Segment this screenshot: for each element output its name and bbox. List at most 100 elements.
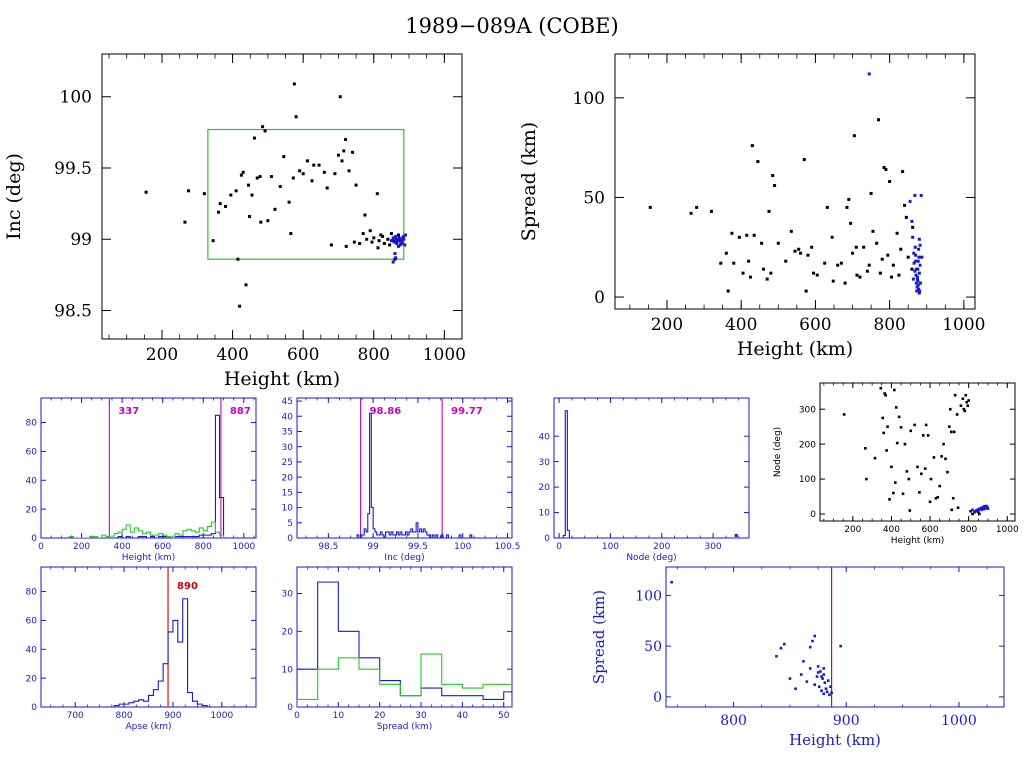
data-point — [962, 407, 966, 411]
data-point — [695, 205, 699, 209]
data-point — [811, 639, 814, 643]
data-point — [250, 193, 254, 197]
data-point — [382, 242, 386, 246]
data-point — [826, 679, 830, 682]
threshold-label: 99.77 — [451, 406, 483, 417]
x-tick-label: 700 — [67, 711, 84, 721]
data-point — [259, 220, 263, 224]
data-point — [255, 176, 259, 180]
data-point — [282, 155, 286, 159]
data-point — [893, 481, 897, 484]
data-point — [873, 456, 877, 460]
data-point — [719, 261, 723, 265]
data-point — [813, 634, 817, 638]
data-point — [918, 281, 922, 285]
chart-hist_apse: 700 800 900 1000 0 20 40 60 80 Apse (km) 890 — [26, 566, 257, 732]
data-point — [864, 447, 867, 450]
data-point — [402, 237, 406, 241]
data-point — [955, 413, 959, 416]
data-point — [946, 470, 949, 474]
plot-area — [144, 82, 408, 308]
data-point — [839, 644, 842, 648]
y-tick-label: 80 — [26, 419, 38, 429]
data-point — [914, 281, 918, 285]
data-point — [732, 261, 736, 265]
data-point — [915, 275, 919, 279]
data-point — [239, 173, 243, 177]
x-tick-label: 100 — [454, 542, 471, 552]
data-point — [883, 392, 886, 395]
x-tick-label: 400 — [725, 315, 757, 335]
data-point — [730, 231, 734, 235]
data-point — [854, 245, 858, 249]
data-point — [375, 192, 379, 196]
data-point — [745, 233, 749, 237]
y-axis-label: Spread (km) — [518, 122, 540, 241]
data-point — [396, 233, 400, 237]
x-axis-label: Node (deg) — [626, 553, 676, 563]
data-point — [967, 399, 970, 402]
data-point — [398, 243, 402, 247]
data-point — [394, 256, 398, 260]
data-point — [822, 673, 826, 676]
x-tick-label: 1000 — [210, 711, 233, 721]
data-point — [907, 477, 911, 481]
data-point — [917, 247, 921, 251]
data-point — [789, 229, 793, 233]
data-point — [881, 416, 885, 420]
y-tick-label: 40 — [26, 645, 38, 655]
data-point — [855, 273, 859, 277]
data-point — [885, 449, 888, 452]
data-point — [919, 193, 923, 197]
x-tick-label: 0 — [38, 542, 44, 552]
data-point — [921, 434, 925, 437]
plot-frame — [40, 566, 257, 708]
data-point — [325, 186, 329, 190]
data-point — [906, 255, 910, 259]
data-point — [902, 203, 906, 207]
data-point — [865, 269, 869, 273]
y-tick-label: 60 — [26, 617, 38, 627]
data-point — [894, 406, 898, 409]
data-point — [805, 680, 809, 683]
data-point — [901, 170, 905, 174]
plot-frame — [819, 382, 1016, 522]
x-tick-label: 1000 — [423, 345, 466, 365]
plot-area — [355, 398, 473, 538]
data-point — [926, 434, 930, 437]
x-tick-label: 800 — [960, 525, 977, 535]
data-point — [344, 138, 348, 141]
data-point — [298, 169, 302, 173]
y-tick-label: 99 — [70, 230, 92, 250]
x-tick-label: 0 — [556, 542, 562, 552]
data-point — [258, 175, 262, 179]
x-tick-label: 400 — [883, 525, 900, 535]
x-tick-label: 800 — [873, 315, 905, 335]
x-tick-label: 800 — [115, 711, 132, 721]
data-point — [971, 508, 974, 512]
y-tick-label: 100 — [573, 89, 605, 109]
data-point — [689, 211, 693, 215]
selection-box — [207, 128, 405, 260]
plot-area — [297, 581, 512, 707]
data-point — [836, 263, 840, 267]
x-tick-label: 400 — [114, 542, 131, 552]
data-point — [966, 404, 969, 408]
data-point — [794, 687, 797, 691]
y-tick-label: 10 — [539, 509, 551, 519]
data-point — [871, 229, 875, 233]
data-point — [395, 242, 399, 246]
data-point — [823, 681, 827, 684]
data-point — [915, 285, 919, 289]
y-tick-label: 10 — [282, 665, 294, 675]
data-point — [363, 213, 367, 217]
data-point — [891, 263, 895, 267]
data-point — [773, 183, 777, 187]
data-point — [269, 175, 273, 179]
data-point — [784, 259, 788, 263]
data-point — [236, 257, 240, 261]
x-tick-label: 600 — [287, 345, 319, 365]
data-point — [218, 202, 222, 206]
data-point — [202, 192, 206, 196]
data-point — [884, 393, 887, 397]
